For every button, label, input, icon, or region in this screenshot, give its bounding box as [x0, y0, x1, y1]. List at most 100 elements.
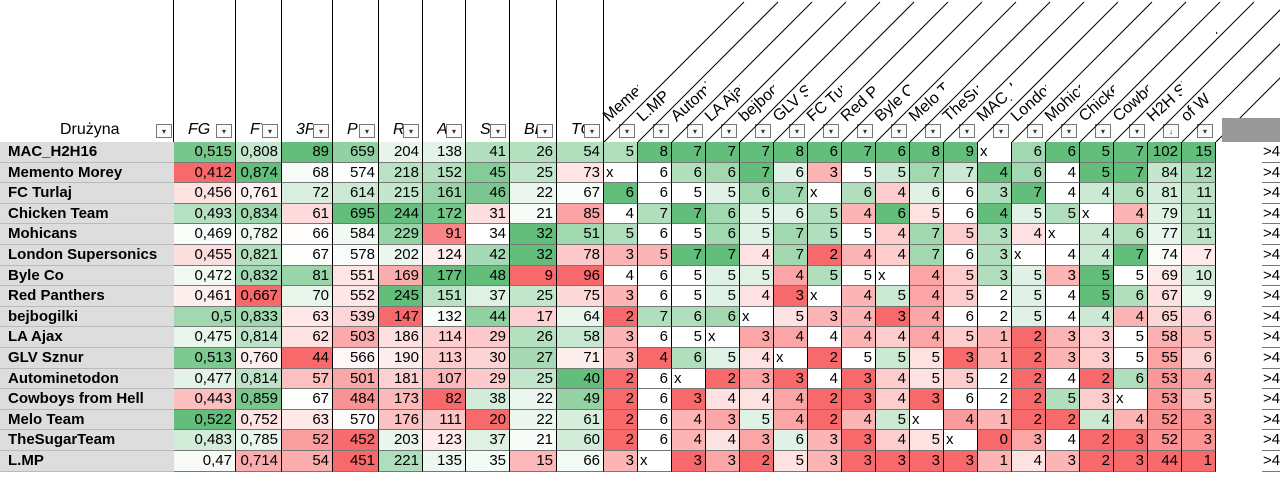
- stat-cell[interactable]: 67: [557, 183, 604, 204]
- h2h-cell[interactable]: 6: [944, 203, 978, 225]
- h2h-cell[interactable]: 2: [978, 306, 1012, 328]
- h2h-cell[interactable]: 53: [1148, 368, 1182, 390]
- stat-cell[interactable]: 0,443: [174, 389, 236, 410]
- h2h-cell[interactable]: 2: [1012, 389, 1046, 410]
- stat-cell[interactable]: 32: [510, 224, 557, 245]
- h2h-cell[interactable]: 5: [706, 348, 740, 369]
- team-name-cell[interactable]: FC Turlaj: [0, 183, 174, 204]
- h2h-cell[interactable]: x: [944, 430, 978, 451]
- h2h-cell[interactable]: 5: [1046, 389, 1080, 410]
- h2h-cell[interactable]: 65: [1148, 306, 1182, 328]
- filter-dropdown-button[interactable]: ▾: [1197, 124, 1213, 138]
- h2h-cell[interactable]: 3: [672, 389, 706, 410]
- stat-cell[interactable]: 82: [423, 389, 466, 410]
- h2h-cell[interactable]: 5: [842, 348, 876, 369]
- h2h-cell[interactable]: 6: [638, 389, 672, 410]
- team-name-cell[interactable]: GLV Sznur: [0, 348, 174, 369]
- h2h-cell[interactable]: 6: [944, 183, 978, 204]
- h2h-cell[interactable]: 5: [774, 306, 808, 328]
- h2h-cell[interactable]: 11: [1182, 224, 1216, 245]
- h2h-cell[interactable]: 4: [876, 327, 910, 348]
- h2h-cell[interactable]: 81: [1148, 183, 1182, 204]
- h2h-cell[interactable]: 6: [706, 203, 740, 225]
- stat-cell[interactable]: 66: [282, 224, 333, 245]
- threshold-cell[interactable]: >4: [1262, 430, 1280, 451]
- filter-dropdown-button[interactable]: ▾: [925, 124, 941, 138]
- filter-dropdown-button[interactable]: ▾: [619, 124, 635, 138]
- h2h-cell[interactable]: 5: [1012, 203, 1046, 225]
- h2h-cell[interactable]: 77: [1148, 224, 1182, 245]
- h2h-cell[interactable]: 6: [638, 409, 672, 431]
- h2h-cell[interactable]: 69: [1148, 265, 1182, 287]
- stat-cell[interactable]: 215: [379, 183, 423, 204]
- h2h-cell[interactable]: 2: [978, 389, 1012, 410]
- h2h-cell[interactable]: 5: [740, 224, 774, 245]
- h2h-cell[interactable]: 44: [1148, 451, 1182, 472]
- h2h-cell[interactable]: 6: [740, 183, 774, 204]
- h2h-cell[interactable]: 5: [706, 286, 740, 307]
- h2h-cell[interactable]: 5: [842, 162, 876, 184]
- h2h-cell[interactable]: 6: [1114, 224, 1148, 245]
- filter-dropdown-button[interactable]: ▾: [959, 124, 975, 138]
- h2h-cell[interactable]: 5: [672, 286, 706, 307]
- h2h-cell[interactable]: 3: [1182, 409, 1216, 431]
- stat-cell[interactable]: 64: [557, 306, 604, 328]
- threshold-cell[interactable]: >4: [1262, 307, 1280, 328]
- stat-cell[interactable]: 138: [423, 142, 466, 163]
- h2h-cell[interactable]: 6: [808, 142, 842, 163]
- stat-cell[interactable]: 190: [379, 348, 423, 369]
- team-name-cell[interactable]: TheSugarTeam: [0, 430, 174, 451]
- stat-cell[interactable]: 91: [423, 224, 466, 245]
- h2h-cell[interactable]: 6: [638, 368, 672, 390]
- h2h-cell[interactable]: 2: [808, 409, 842, 431]
- filter-dropdown-button[interactable]: ▾: [823, 124, 839, 138]
- h2h-cell[interactable]: 4: [638, 348, 672, 369]
- stat-cell[interactable]: 204: [379, 142, 423, 163]
- h2h-cell[interactable]: 5: [672, 265, 706, 287]
- stat-cell[interactable]: 51: [557, 224, 604, 245]
- stat-cell[interactable]: 0,874: [236, 162, 282, 184]
- h2h-cell[interactable]: 4: [672, 430, 706, 451]
- stat-cell[interactable]: 68: [282, 162, 333, 184]
- h2h-cell[interactable]: 7: [1114, 245, 1148, 266]
- stat-cell[interactable]: 75: [557, 286, 604, 307]
- stat-cell[interactable]: 30: [466, 348, 510, 369]
- h2h-cell[interactable]: 7: [672, 203, 706, 225]
- h2h-cell[interactable]: 4: [1012, 224, 1046, 245]
- team-name-cell[interactable]: L.MP: [0, 451, 174, 472]
- h2h-cell[interactable]: 5: [808, 203, 842, 225]
- stat-cell[interactable]: 0,475: [174, 327, 236, 348]
- h2h-cell[interactable]: 5: [706, 183, 740, 204]
- filter-dropdown-button[interactable]: ▾: [1027, 124, 1043, 138]
- h2h-cell[interactable]: 4: [1046, 183, 1080, 204]
- h2h-cell[interactable]: 6: [944, 306, 978, 328]
- stat-cell[interactable]: 96: [557, 265, 604, 287]
- stat-cell[interactable]: 566: [333, 348, 379, 369]
- h2h-cell[interactable]: 7: [1182, 245, 1216, 266]
- stat-cell[interactable]: 551: [333, 265, 379, 287]
- threshold-cell[interactable]: >4: [1262, 348, 1280, 369]
- h2h-cell[interactable]: 6: [638, 162, 672, 184]
- h2h-cell[interactable]: 3: [978, 265, 1012, 287]
- stat-cell[interactable]: 107: [423, 368, 466, 390]
- threshold-cell[interactable]: >4: [1262, 163, 1280, 184]
- h2h-cell[interactable]: 6: [706, 224, 740, 245]
- h2h-cell[interactable]: 3: [604, 348, 638, 369]
- h2h-cell[interactable]: 5: [1080, 142, 1114, 163]
- stat-cell[interactable]: 57: [282, 368, 333, 390]
- stat-cell[interactable]: 484: [333, 389, 379, 410]
- h2h-cell[interactable]: 4: [740, 389, 774, 410]
- stat-cell[interactable]: 614: [333, 183, 379, 204]
- h2h-cell[interactable]: 4: [876, 368, 910, 390]
- stat-cell[interactable]: 574: [333, 162, 379, 184]
- h2h-cell[interactable]: x: [808, 183, 842, 204]
- threshold-cell[interactable]: >4: [1262, 389, 1280, 410]
- filter-dropdown-button[interactable]: ▾: [403, 124, 419, 138]
- filter-dropdown-button[interactable]: ▾: [721, 124, 737, 138]
- threshold-cell[interactable]: >4: [1262, 224, 1280, 245]
- h2h-cell[interactable]: 3: [1114, 451, 1148, 472]
- filter-dropdown-button[interactable]: ▾: [262, 124, 278, 138]
- stat-cell[interactable]: 22: [510, 409, 557, 431]
- h2h-cell[interactable]: 5: [808, 224, 842, 245]
- stat-cell[interactable]: 60: [557, 430, 604, 451]
